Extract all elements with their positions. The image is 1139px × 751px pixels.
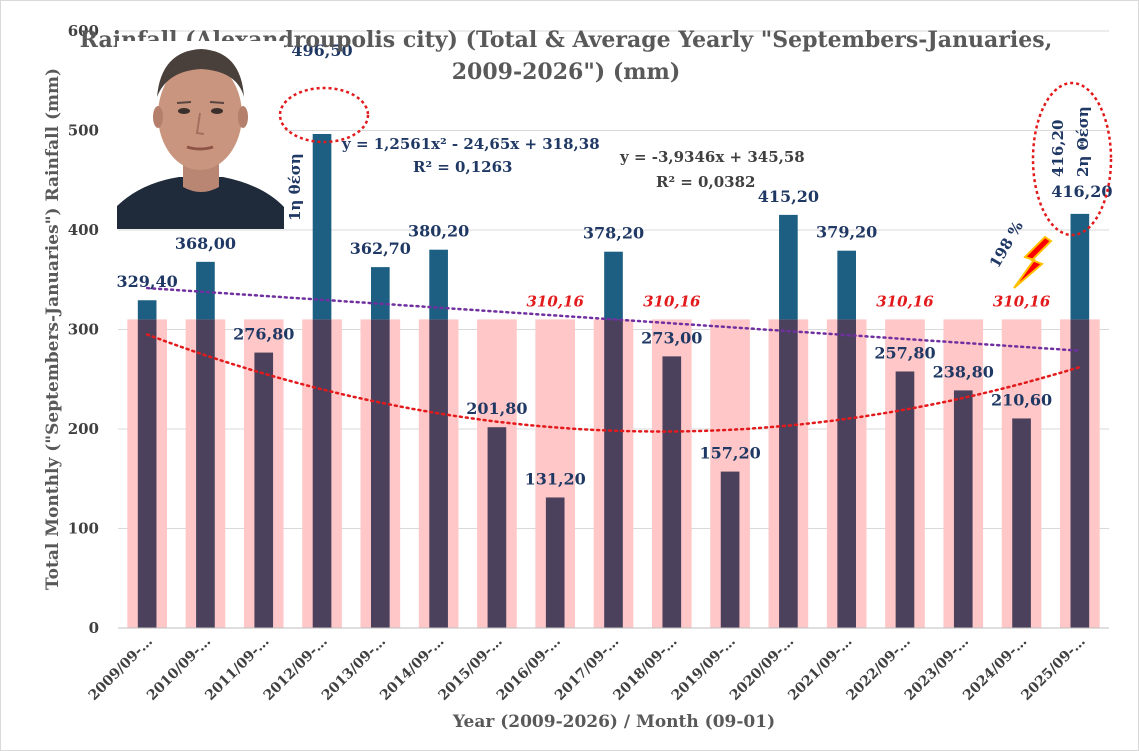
- total-bar: [779, 319, 798, 628]
- total-bar: [954, 390, 973, 628]
- total-bar: [546, 497, 565, 628]
- total-bar: [196, 319, 215, 628]
- second-place-highlight: [1033, 83, 1111, 235]
- lightning-bolt-icon: [1014, 237, 1051, 288]
- total-data-label: 238,80: [933, 362, 994, 381]
- total-bar-excess: [779, 215, 798, 320]
- y-tick-label: 300: [68, 321, 99, 339]
- total-data-label: 329,40: [117, 272, 178, 291]
- total-data-label: 378,20: [583, 224, 644, 243]
- first-place-label: 1η θέση: [286, 153, 304, 221]
- total-bar: [254, 353, 273, 628]
- total-data-label: 131,20: [525, 469, 586, 488]
- second-place-value: 416,20: [1049, 120, 1067, 177]
- total-data-label: 368,00: [175, 234, 236, 253]
- total-data-label: 273,00: [641, 328, 702, 347]
- y-tick-label: 200: [68, 420, 99, 438]
- total-bar-excess: [371, 267, 390, 319]
- average-data-label: 310,16: [526, 292, 584, 310]
- total-bar: [488, 427, 507, 628]
- total-data-label: 380,20: [408, 222, 469, 241]
- y-tick-label: 500: [68, 122, 99, 140]
- average-data-label: 310,16: [876, 292, 934, 310]
- total-bar: [1012, 418, 1031, 628]
- total-bar: [429, 319, 448, 628]
- y-axis-title: Total Monthly ("Septembers-Januaries") R…: [43, 68, 63, 590]
- first-place-highlight: [280, 88, 368, 142]
- total-data-label: 415,20: [758, 187, 819, 206]
- total-data-label: 276,80: [233, 325, 294, 344]
- total-data-label: 362,70: [350, 239, 411, 258]
- total-bar: [837, 319, 856, 628]
- total-bar: [1071, 319, 1090, 628]
- linear-trend-equation: y = -3,9346x + 345,58: [619, 148, 805, 166]
- total-bar-excess: [138, 300, 157, 319]
- chart-frame: 0 100 200 300 400 500 600 310,16 310,16 310,16 31…: [0, 0, 1139, 751]
- y-tick-label: 0: [89, 619, 99, 637]
- total-data-label: 157,20: [699, 444, 760, 463]
- total-bar-excess: [429, 250, 448, 320]
- total-bar-excess: [604, 252, 623, 320]
- average-data-label: 310,16: [993, 292, 1051, 310]
- total-data-label: 257,80: [874, 343, 935, 362]
- y-tick-label: 400: [68, 221, 99, 239]
- total-bar: [371, 319, 390, 628]
- total-bar: [662, 356, 681, 628]
- total-data-label: 210,60: [991, 390, 1052, 409]
- total-data-label: 201,80: [466, 399, 527, 418]
- rainfall-chart: 0100200300400500600 310,16 310,16 310,16 31…: [1, 1, 1138, 750]
- total-bar-excess: [196, 262, 215, 320]
- poly-trend-r2: R² = 0,1263: [413, 158, 512, 176]
- total-bar-excess: [1071, 214, 1090, 320]
- total-bar-excess: [313, 134, 332, 319]
- total-bar: [604, 319, 623, 628]
- linear-trend-r2: R² = 0,0382: [656, 173, 755, 191]
- chart-title-line-2: 2009-2026") (mm): [452, 59, 681, 85]
- total-data-label: 379,20: [816, 223, 877, 242]
- percent-annotation: 198 %: [986, 218, 1027, 271]
- total-bar: [721, 472, 740, 628]
- total-bar-excess: [837, 251, 856, 320]
- total-bar: [138, 319, 157, 628]
- average-data-label: 310,16: [643, 292, 701, 310]
- poly-trend-equation: y = 1,2561x² - 24,65x + 318,38: [341, 135, 600, 153]
- x-axis-title: Year (2009-2026) / Month (09-01): [452, 712, 775, 732]
- total-data-label: 416,20: [1051, 182, 1112, 201]
- man-portrait-photo: [117, 41, 284, 229]
- second-place-label: 2η Θέση: [1074, 106, 1092, 177]
- x-axis-categories: 2009/09-…2010/09-…2011/09-…2012/09-…2013…: [86, 634, 1089, 704]
- total-bar: [313, 319, 332, 628]
- y-tick-label: 100: [68, 520, 99, 538]
